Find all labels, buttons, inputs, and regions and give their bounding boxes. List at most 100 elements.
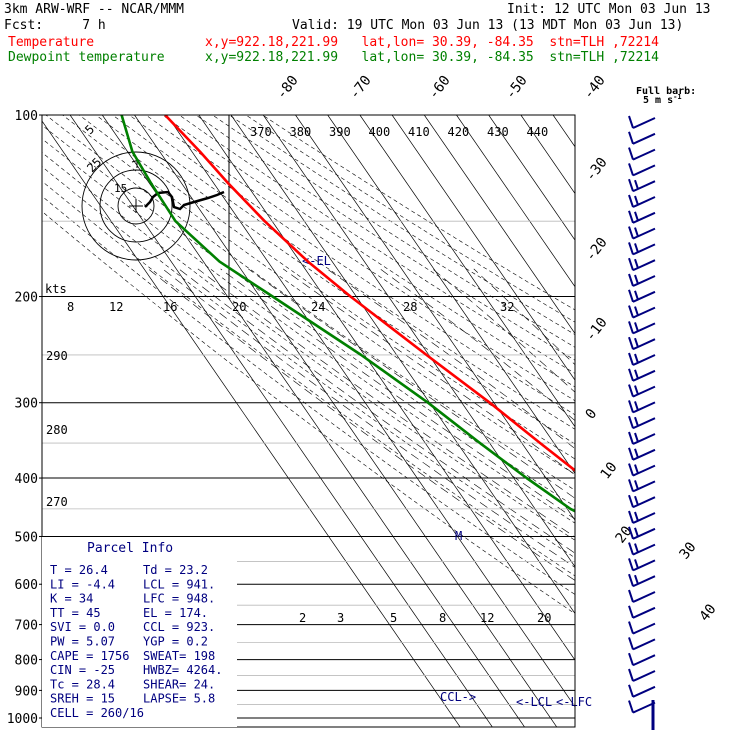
model-title: 3km ARW-WRF -- NCAR/MMM bbox=[4, 2, 185, 17]
hodograph-axis-label: 32 bbox=[500, 300, 514, 314]
dry-adiabat-line bbox=[195, 115, 575, 361]
wind-barb bbox=[628, 494, 656, 509]
dry-adiabat-line bbox=[212, 115, 575, 348]
theta-e-label: 440 bbox=[527, 125, 549, 139]
isotherm-label: 30 bbox=[677, 539, 700, 562]
wind-barb bbox=[628, 384, 656, 398]
wind-barb bbox=[628, 447, 656, 461]
pressure-tick-label: 800 bbox=[15, 654, 38, 669]
wind-barb bbox=[628, 336, 656, 351]
hodograph-trace bbox=[144, 190, 225, 211]
temperature-location: x,y=922.18,221.99 lat,lon= 30.39, -84.35… bbox=[205, 35, 659, 50]
pressure-tick-label: 200 bbox=[15, 291, 38, 306]
wind-barb bbox=[628, 131, 656, 145]
parcel-info-value: CAPE = 1756 bbox=[50, 649, 129, 663]
isotherm-line bbox=[456, 115, 575, 288]
dry-adiabat-label: 270 bbox=[46, 495, 68, 509]
dry-adiabat-line bbox=[95, 115, 575, 445]
isotherm-line bbox=[230, 115, 575, 615]
dry-adiabat-line bbox=[229, 115, 575, 335]
parcel-info-value: TT = 45 bbox=[50, 606, 101, 620]
isotherm-line bbox=[166, 115, 575, 708]
hodograph-ring bbox=[99, 169, 173, 243]
valid-time: Valid: 19 UTC Mon 03 Jun 13 (13 MDT Mon … bbox=[292, 18, 684, 33]
theta-e-label: 390 bbox=[329, 125, 351, 139]
parcel-info-title: Parcel Info bbox=[87, 541, 173, 556]
pressure-tick-label: 500 bbox=[15, 530, 38, 545]
isotherm-line bbox=[198, 115, 575, 661]
parcel-info-value: SHEAR= 24. bbox=[143, 677, 215, 691]
wind-barb bbox=[628, 605, 656, 619]
wind-barb bbox=[628, 242, 656, 256]
parcel-info-value: Td = 23.2 bbox=[143, 563, 208, 577]
wind-barb bbox=[628, 621, 656, 635]
wind-barb bbox=[628, 257, 656, 272]
wind-barb bbox=[628, 558, 656, 572]
dry-adiabat-line bbox=[162, 115, 575, 388]
isotherm-label: 10 bbox=[598, 459, 621, 482]
isotherm-line bbox=[423, 115, 575, 335]
dry-adiabat-line bbox=[245, 115, 575, 323]
hodograph-speed-unit: kts bbox=[45, 282, 67, 296]
wind-barb bbox=[628, 178, 656, 193]
parcel-info-value: HWBZ= 4264. bbox=[143, 663, 222, 677]
isotherm-label: -20 bbox=[583, 235, 611, 265]
parcel-info-value: LAPSE= 5.8 bbox=[143, 692, 215, 706]
theta-e-label: 370 bbox=[250, 125, 272, 139]
dry-adiabat-line bbox=[42, 195, 575, 595]
mixing-ratio-label: 5 bbox=[390, 611, 397, 625]
wind-barb bbox=[628, 115, 656, 129]
hodograph-ring-label: 5 bbox=[82, 122, 97, 137]
hodograph-axis-label: 28 bbox=[403, 300, 417, 314]
dry-adiabat-line bbox=[79, 115, 575, 460]
hodograph-ring-label: 15 bbox=[114, 182, 127, 195]
mixing-ratio-label: 8 bbox=[439, 611, 446, 625]
wind-barb bbox=[628, 684, 656, 698]
moist-adiabat-line bbox=[220, 268, 575, 520]
parcel-info-box bbox=[42, 537, 237, 727]
mixing-ratio-label: 3 bbox=[337, 611, 344, 625]
wind-barb bbox=[628, 589, 656, 603]
isotherm-line bbox=[552, 115, 575, 148]
isotherm-label: 0 bbox=[583, 406, 601, 422]
barb-legend-units: 5 m s-1 bbox=[643, 93, 682, 106]
parcel-info-value: T = 26.4 bbox=[50, 563, 108, 577]
mixing-ratio-label: 12 bbox=[480, 611, 494, 625]
temperature-profile bbox=[164, 115, 575, 473]
pressure-tick-label: 900 bbox=[15, 684, 38, 699]
isotherm-label: -30 bbox=[583, 155, 611, 185]
hodograph-ring bbox=[117, 187, 155, 225]
isotherm-label: -80 bbox=[274, 73, 302, 103]
wind-barb bbox=[628, 479, 656, 493]
forecast-hour: Fcst: 7 h bbox=[4, 18, 106, 33]
lcl-marker: <-LCL bbox=[516, 695, 552, 709]
wind-barb bbox=[628, 305, 656, 319]
wind-barb bbox=[628, 226, 656, 240]
dry-adiabat-line bbox=[42, 211, 575, 615]
dry-adiabat-line bbox=[145, 115, 575, 402]
wind-barb bbox=[628, 431, 656, 445]
parcel-info-value: SVI = 0.0 bbox=[50, 620, 115, 634]
mixing-ratio-line bbox=[726, 584, 740, 731]
isotherm-line bbox=[488, 115, 575, 241]
theta-e-label: 430 bbox=[487, 125, 509, 139]
wind-barb bbox=[628, 415, 656, 430]
isotherm-label: -60 bbox=[426, 73, 454, 103]
mixing-ratio-label: 2 bbox=[299, 611, 306, 625]
dry-adiabat-line bbox=[45, 115, 575, 491]
hodograph-axis-label: 20 bbox=[232, 300, 246, 314]
isotherm-label: -40 bbox=[581, 73, 609, 103]
init-time: Init: 12 UTC Mon 03 Jun 13 bbox=[507, 2, 711, 17]
hodograph-ring bbox=[81, 151, 191, 261]
parcel-info-value: K = 34 bbox=[50, 592, 93, 606]
isotherm-label: -50 bbox=[503, 73, 531, 103]
dry-adiabat-line bbox=[42, 166, 575, 559]
parcel-info-value: PW = 5.07 bbox=[50, 635, 115, 649]
isotherm-label: -70 bbox=[347, 73, 375, 103]
parcel-info-value: CELL = 260/16 bbox=[50, 706, 144, 720]
wind-barb bbox=[628, 352, 656, 366]
parcel-info-value: CIN = -25 bbox=[50, 663, 115, 677]
dewpoint-location: x,y=922.18,221.99 lat,lon= 30.39, -84.35… bbox=[205, 50, 659, 65]
wind-barb bbox=[628, 400, 656, 414]
